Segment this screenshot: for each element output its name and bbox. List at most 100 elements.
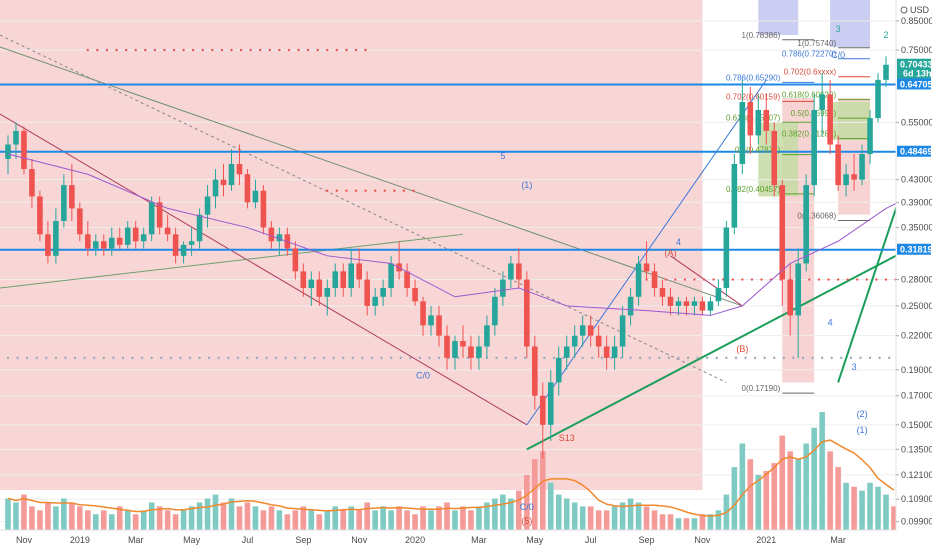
volume-bar — [835, 467, 841, 530]
candle-body — [428, 315, 434, 326]
volume-bar — [148, 502, 155, 530]
level-dot — [856, 278, 859, 281]
level-dot — [297, 48, 300, 52]
candle-body — [148, 202, 155, 235]
level-dot — [207, 356, 211, 360]
level-dot — [693, 278, 696, 281]
volume-bar — [100, 510, 107, 530]
volume-bar — [691, 518, 698, 530]
candle-body — [555, 357, 562, 383]
x-tick-label: 2020 — [405, 535, 425, 545]
level-dot — [581, 356, 584, 360]
candle-body — [675, 301, 682, 306]
x-tick-label: Nov — [694, 535, 711, 545]
level-dot — [134, 48, 137, 52]
candle-body — [603, 346, 610, 358]
level-dot — [306, 48, 310, 52]
volume-bar — [460, 506, 466, 530]
level-dot — [150, 356, 153, 360]
level-dot — [868, 356, 872, 360]
candle-body — [364, 279, 370, 306]
level-dot — [35, 356, 38, 360]
price-tag — [897, 78, 931, 90]
volume-bar — [699, 514, 706, 530]
candle-body — [404, 271, 410, 288]
wave-label: (B) — [736, 344, 748, 354]
level-dot — [399, 356, 402, 360]
candle-body — [859, 154, 865, 180]
volume-bar — [404, 510, 410, 530]
level-dot — [712, 278, 715, 281]
candle-body — [875, 79, 881, 119]
candle-body — [731, 163, 738, 228]
volume-bar — [180, 510, 187, 530]
candle-body — [13, 130, 19, 145]
candle-body — [691, 301, 698, 306]
y-tick-label: 0.09900 — [901, 517, 932, 527]
volume-bar — [300, 506, 307, 530]
level-dot — [524, 356, 527, 360]
level-dot — [163, 48, 166, 52]
candle-body — [85, 234, 91, 249]
volume-bar — [204, 498, 211, 530]
volume-bar — [132, 514, 139, 530]
volume-bar — [595, 510, 602, 530]
candle-body — [29, 169, 35, 197]
candle-body — [835, 144, 841, 186]
volume-bar — [396, 506, 402, 530]
price-axis-bg — [896, 0, 932, 550]
level-dot — [875, 278, 878, 281]
level-dot — [96, 48, 99, 52]
volume-bar — [380, 506, 386, 530]
price-tag — [897, 58, 931, 79]
candle-body — [715, 287, 722, 302]
candle-body — [659, 287, 666, 297]
level-dot — [230, 48, 233, 52]
volume-bar — [324, 510, 331, 530]
wave-label: 5 — [500, 151, 505, 161]
candle-body — [779, 185, 786, 280]
y-tick-label: 0.55000 — [901, 117, 932, 127]
volume-bar — [803, 443, 809, 530]
level-dot — [591, 356, 594, 360]
level-dot — [121, 356, 125, 360]
level-dot — [696, 356, 699, 360]
level-dot — [124, 48, 128, 52]
volume-bar — [779, 435, 786, 530]
level-dot — [683, 278, 687, 281]
volume-bar — [412, 514, 418, 530]
volume-bar — [164, 510, 171, 530]
level-dot — [169, 356, 173, 360]
level-dot — [131, 356, 134, 360]
level-dot — [715, 356, 718, 360]
volume-bar — [683, 518, 690, 530]
fib-left-label: 0.5(0.47877) — [735, 146, 781, 155]
level-dot — [249, 48, 252, 52]
level-dot — [278, 48, 281, 52]
y-tick-label: 0.19000 — [901, 365, 932, 375]
volume-bar — [476, 506, 482, 530]
fib-left-label: 0.786(0.65290) — [726, 73, 781, 82]
wave-line — [670, 255, 743, 307]
volume-bar — [891, 506, 897, 530]
wave-label: S13 — [559, 433, 575, 443]
candle-body — [683, 301, 690, 306]
candle-body — [532, 346, 538, 396]
level-dot — [198, 356, 201, 360]
volume-bar — [260, 510, 267, 530]
volume-bar — [268, 506, 275, 530]
level-dot — [409, 356, 412, 360]
candle-body — [516, 263, 522, 280]
wave-label: C/0 — [520, 502, 534, 512]
level-dot — [115, 48, 118, 52]
time-axis[interactable]: Nov 2019 Mar May Jul Sep Nov 2020 Mar May Jul Sep No… — [0, 529, 896, 545]
level-dot — [773, 356, 776, 360]
volume-bar — [500, 494, 506, 530]
fib-zone — [830, 102, 871, 140]
level-dot — [763, 356, 766, 360]
volume-bar — [45, 502, 51, 530]
candle-body — [611, 346, 618, 358]
y-tick-label: 0.39000 — [901, 197, 932, 207]
level-dot — [313, 356, 316, 360]
